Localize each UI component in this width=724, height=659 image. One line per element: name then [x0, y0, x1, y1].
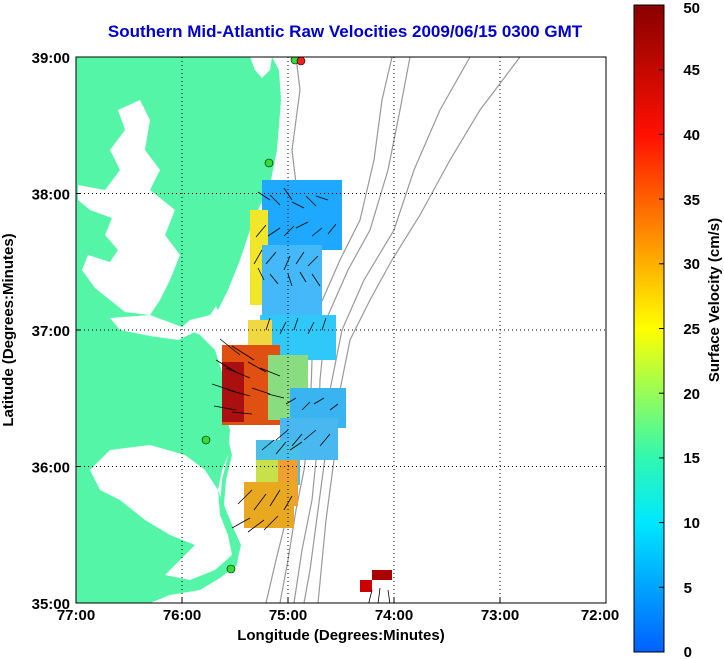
- eastern-shore-strip: [212, 220, 250, 310]
- bay-mouth: [110, 315, 195, 340]
- radar-stations: [201, 57, 306, 574]
- colorbar-tick-label: 35: [683, 192, 700, 209]
- y-tick-label: 35:00: [32, 596, 70, 613]
- colorbar-tick-label: 20: [683, 386, 700, 403]
- colorbar-label: Surface Velocity (cm/s): [706, 218, 723, 382]
- x-tick-label: 76:00: [163, 607, 201, 624]
- map-title: Southern Mid-Atlantic Raw Velocities 200…: [107, 22, 583, 41]
- colorbar-tick-label: 25: [683, 321, 700, 338]
- y-axis-label: Latitude (Degrees:Minutes): [0, 233, 17, 426]
- outer-banks: [220, 430, 241, 570]
- colorbar-tick-label: 15: [683, 450, 700, 467]
- colorbar-ticks: [659, 4, 664, 588]
- x-tick-label: 77:00: [57, 607, 95, 624]
- x-tick-label: 72:00: [581, 607, 619, 624]
- colorbar-tick-label: 45: [683, 62, 700, 79]
- colorbar-tick-label: 0: [684, 644, 692, 659]
- colorbar-tick-label: 50: [683, 0, 700, 17]
- map-grid: [76, 57, 606, 603]
- x-tick-labels: 77:00 76:00 75:00 74:00 73:00 72:00: [57, 607, 619, 624]
- colorbar: 0 5 10 15 20 25 30 35 40 45 50 Surface V…: [633, 0, 723, 659]
- station-marker: [226, 564, 236, 574]
- y-tick-label: 36:00: [32, 460, 70, 477]
- station-marker: [296, 57, 306, 66]
- x-axis-label: Longitude (Degrees:Minutes): [237, 627, 445, 644]
- chesapeake-bay: [78, 100, 180, 315]
- colorbar-tick-label: 10: [683, 515, 700, 532]
- x-tick-label: 75:00: [269, 607, 307, 624]
- axis-ticks: [76, 193, 501, 603]
- y-tick-labels: 39:00 38:00 37:00 36:00 35:00: [32, 50, 70, 613]
- colorbar-tick-label: 40: [683, 127, 700, 144]
- colorbar-tick-label: 30: [683, 256, 700, 273]
- y-tick-label: 38:00: [32, 187, 70, 204]
- x-tick-label: 74:00: [375, 607, 413, 624]
- x-tick-label: 73:00: [481, 607, 519, 624]
- pamlico-sound: [90, 445, 232, 580]
- y-tick-label: 39:00: [32, 50, 70, 67]
- y-tick-label: 37:00: [32, 323, 70, 340]
- station-marker: [201, 435, 211, 445]
- delaware-bay: [250, 57, 272, 78]
- station-marker: [264, 158, 274, 168]
- velocity-vectors: [211, 187, 391, 603]
- colorbar-tick-label: 5: [684, 580, 692, 597]
